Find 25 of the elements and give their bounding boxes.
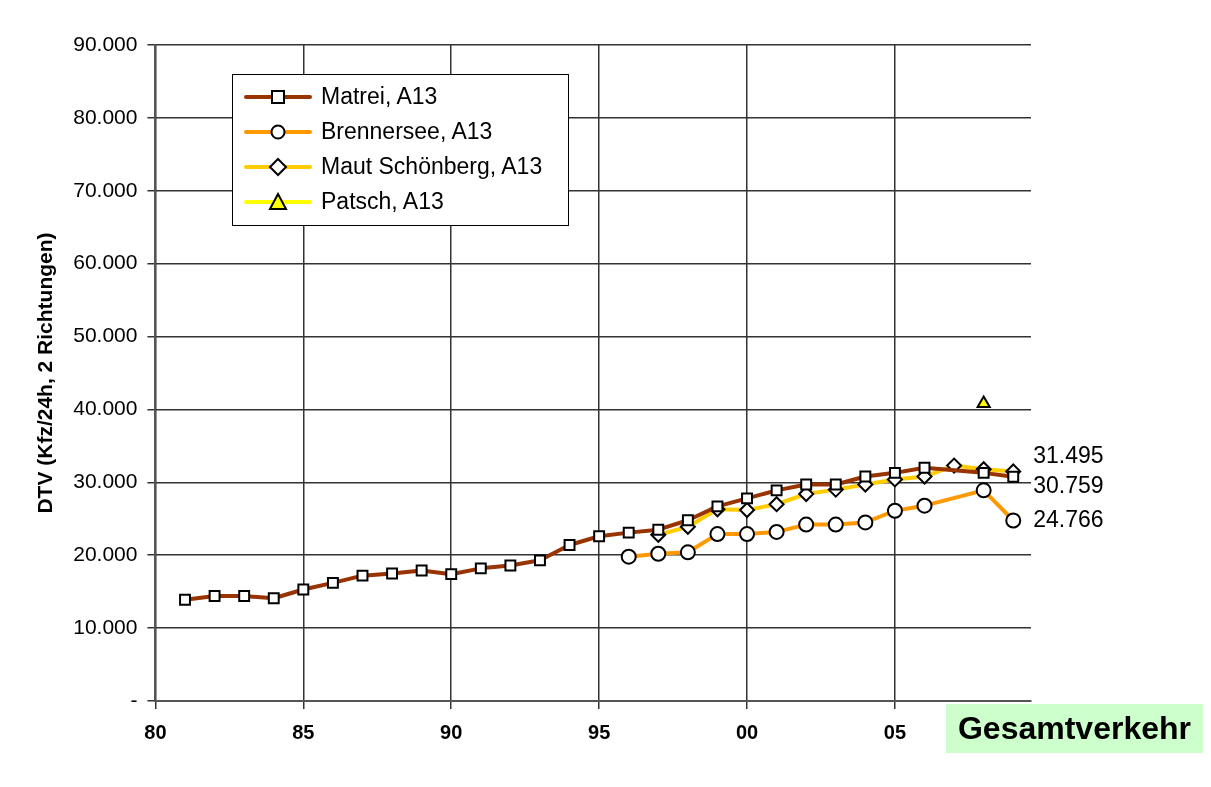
data-label: 30.759 xyxy=(1033,471,1104,498)
data-label: 31.495 xyxy=(1033,441,1104,468)
legend-label: Brennersee, A13 xyxy=(321,118,493,145)
y-tick-label: 30.000 xyxy=(73,469,138,493)
legend-label: Matrei, A13 xyxy=(321,83,438,110)
y-tick-label: 70.000 xyxy=(73,177,138,201)
y-tick-label: 10.000 xyxy=(73,614,138,638)
x-tick-label: 95 xyxy=(588,720,611,743)
legend-label: Maut Schönberg, A13 xyxy=(321,153,543,180)
text: Gesamtverkehr xyxy=(945,704,1203,753)
x-tick-label: 00 xyxy=(735,720,759,743)
y-tick-label: 90.000 xyxy=(73,31,138,55)
x-tick-label: 90 xyxy=(440,720,463,743)
x-tick-label: 05 xyxy=(883,720,907,743)
y-tick-label: 80.000 xyxy=(73,104,138,128)
y-tick-label: 50.000 xyxy=(73,323,138,347)
y-tick-label: 60.000 xyxy=(73,250,138,274)
legend-label: Patsch, A13 xyxy=(321,188,444,215)
y-axis-title: DTV (Kfz/24h, 2 Richtungen) xyxy=(33,232,57,514)
data-label: 24.766 xyxy=(1033,505,1104,532)
x-tick-label: 80 xyxy=(144,720,167,743)
y-tick-label: - xyxy=(130,687,138,711)
y-tick-label: 40.000 xyxy=(73,396,138,420)
y-tick-label: 20.000 xyxy=(73,542,138,566)
x-tick-label: 85 xyxy=(292,720,315,743)
